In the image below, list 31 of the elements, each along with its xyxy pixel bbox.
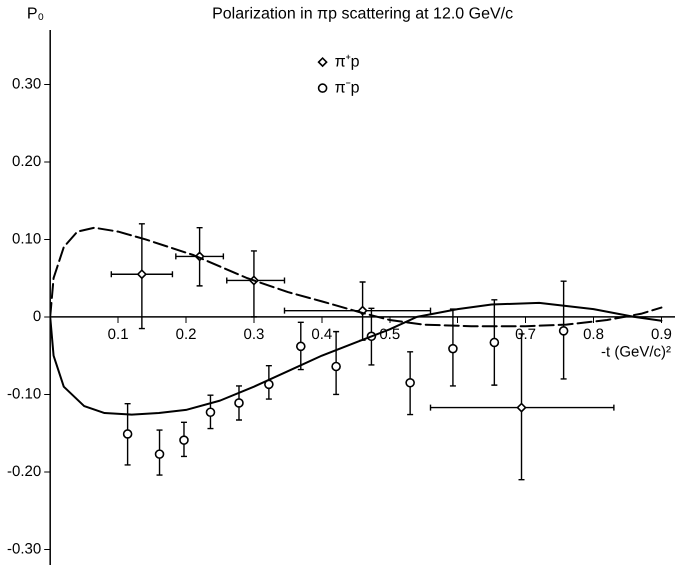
point: [137, 269, 147, 280]
point: [296, 342, 306, 352]
point: [405, 378, 415, 388]
point: [206, 407, 216, 418]
y-tick-label: 0.30: [12, 75, 42, 92]
legend-label: π⁻p: [334, 80, 360, 97]
x-tick-label: 0.9: [650, 326, 672, 344]
point: [490, 338, 500, 348]
point: [558, 326, 568, 336]
x-tick-label: 0.8: [583, 326, 604, 344]
x-tick-label: 0.3: [244, 326, 264, 344]
y-tick-label: 0.20: [12, 152, 42, 170]
point: [331, 362, 341, 372]
point: [154, 449, 164, 459]
x-axis-title: -t (GeV/c)²: [601, 344, 671, 361]
point: [234, 398, 244, 408]
y-tick-label: 0.10: [12, 230, 42, 248]
point: [122, 429, 132, 439]
point: [448, 344, 458, 354]
chart-title: Polarization in πp scattering at 12.0 GeV/c: [212, 5, 514, 22]
y-tick-label: -0.30: [6, 540, 42, 558]
y-tick-label: -0.10: [6, 386, 42, 403]
x-tick-label: 0.1: [108, 326, 129, 344]
y-tick-label: 0: [32, 308, 42, 326]
point: [516, 402, 526, 412]
y-axis-title: P₀: [26, 5, 44, 22]
point: [179, 435, 189, 445]
x-tick-label: 0.4: [311, 326, 332, 344]
x-tick-label: 0.2: [176, 326, 196, 344]
y-tick-label: -0.20: [6, 463, 42, 480]
legend-label: π⁺p: [334, 54, 360, 71]
